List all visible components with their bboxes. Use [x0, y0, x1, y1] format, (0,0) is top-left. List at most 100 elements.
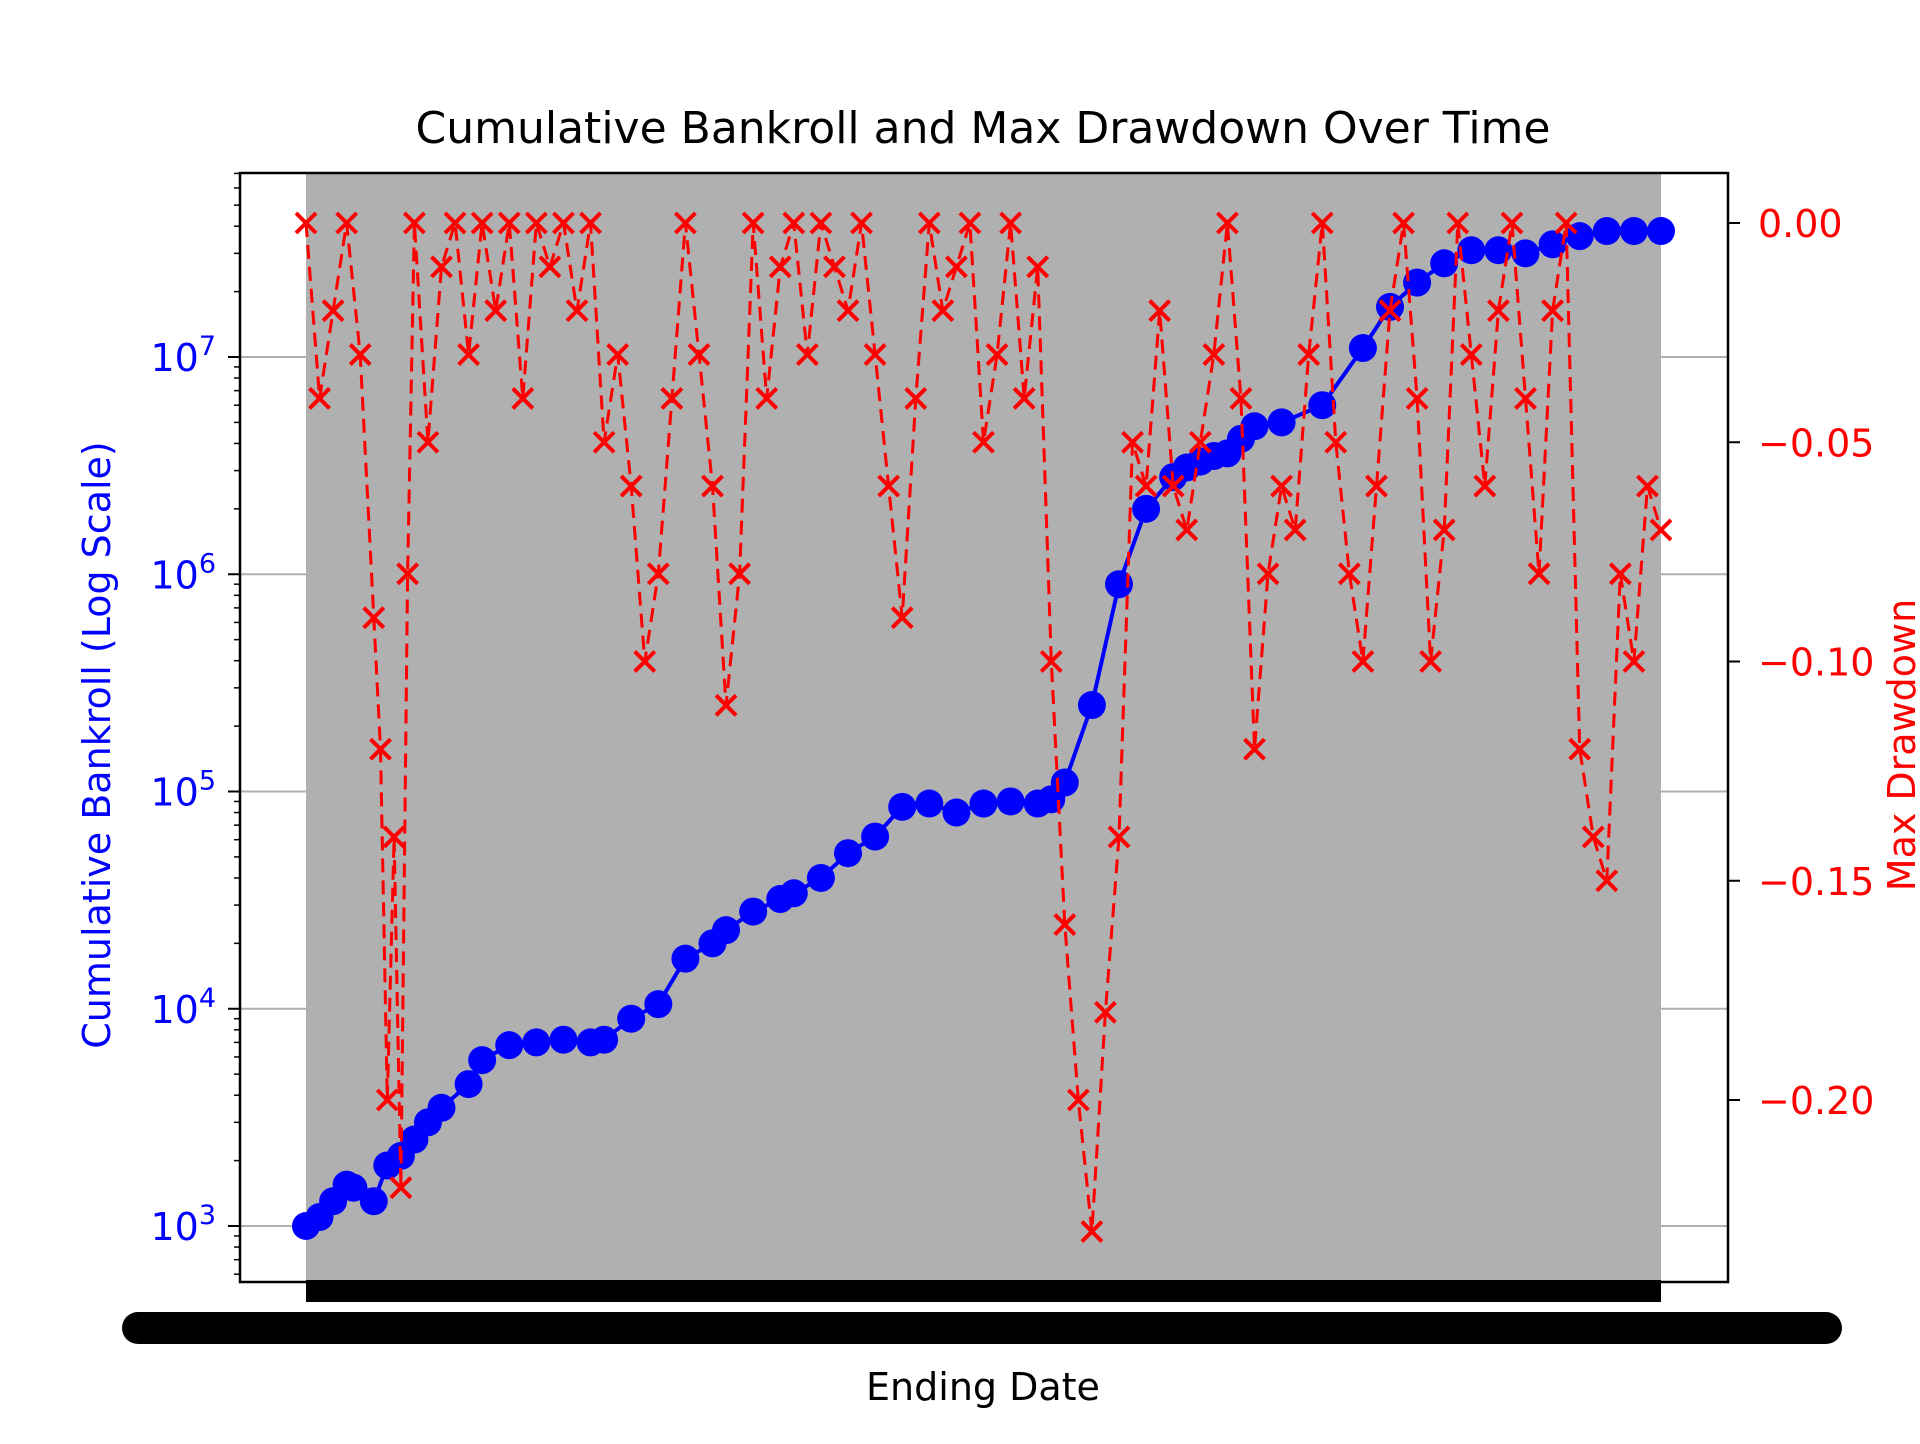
drawdown-marker-stroke [999, 211, 1023, 235]
left-y-axis-label: Cumulative Bankroll (Log Scale) [75, 441, 119, 1048]
drawdown-point [931, 299, 955, 323]
bankroll-point [427, 1093, 456, 1122]
bankroll-point [1647, 217, 1675, 246]
drawdown-point [294, 211, 318, 235]
drawdown-point [1459, 343, 1483, 366]
drawdown-point [1094, 1000, 1117, 1024]
right-y-tick-label: −0.10 [1758, 641, 1874, 685]
drawdown-point [877, 474, 901, 498]
drawdown-marker-stroke [1486, 299, 1510, 323]
drawdown-point [1337, 562, 1361, 586]
right-y-tick-label: 0.00 [1758, 202, 1843, 246]
bankroll-point [1077, 691, 1106, 720]
drawdown-marker-stroke [1270, 474, 1294, 498]
x-tick-labels-overlap [122, 1312, 1842, 1344]
drawdown-point [944, 255, 968, 279]
drawdown-point [917, 211, 941, 235]
drawdown-marker-stroke [944, 255, 968, 279]
drawdown-point [1080, 1220, 1104, 1243]
drawdown-point [687, 343, 711, 366]
drawdown-marker-stroke [1202, 343, 1226, 366]
drawdown-point [1310, 211, 1334, 235]
drawdown-marker-stroke [782, 211, 806, 235]
drawdown-point [1649, 518, 1673, 542]
right-y-axis-label: Max Drawdown [1880, 599, 1920, 891]
drawdown-point [1134, 474, 1158, 498]
drawdown-point [369, 737, 392, 761]
left-y-tick-label: 103 [150, 1200, 216, 1249]
bankroll-point [1132, 494, 1161, 523]
drawdown-marker-stroke [1608, 562, 1632, 586]
chart-title: Cumulative Bankroll and Max Drawdown Ove… [416, 103, 1551, 154]
drawdown-marker-stroke [1310, 211, 1334, 235]
drawdown-marker-stroke [362, 606, 386, 630]
drawdown-marker-stroke [375, 1088, 399, 1112]
drawdown-point [701, 474, 724, 498]
drawdown-marker-stroke [1473, 474, 1497, 498]
bankroll-point [888, 792, 917, 821]
bankroll-point [1308, 391, 1337, 420]
drawdown-point [470, 211, 494, 235]
drawdown-marker-stroke [1039, 650, 1063, 673]
drawdown-point [1175, 518, 1199, 542]
tick-exponent: 6 [199, 548, 216, 579]
drawdown-point [1121, 430, 1144, 454]
bankroll-point [454, 1070, 483, 1099]
drawdown-marker-stroke [1378, 299, 1402, 323]
drawdown-marker-stroke [701, 474, 724, 498]
drawdown-point [1161, 474, 1185, 498]
drawdown-point [538, 255, 562, 279]
drawdown-marker-stroke [877, 474, 901, 498]
drawdown-point [1243, 737, 1266, 761]
drawdown-marker-stroke [592, 430, 616, 454]
drawdown-point [1324, 430, 1348, 454]
drawdown-marker-stroke [1107, 825, 1131, 849]
drawdown-marker-stroke [294, 211, 318, 235]
drawdown-marker-stroke [416, 430, 440, 454]
drawdown-marker-stroke [646, 562, 670, 586]
left-y-tick-label: 106 [150, 548, 216, 597]
drawdown-marker-stroke [335, 211, 359, 235]
tick-base: 10 [150, 336, 198, 380]
bankroll-point [834, 839, 862, 868]
drawdown-point [999, 211, 1023, 235]
bankroll-point [617, 1004, 646, 1033]
drawdown-point [1595, 869, 1619, 893]
bankroll-point [1619, 217, 1648, 246]
drawdown-point [457, 343, 481, 366]
drawdown-point [1215, 211, 1239, 235]
drawdown-point [823, 255, 846, 279]
bankroll-point [915, 789, 944, 818]
drawdown-marker-stroke [1595, 869, 1619, 893]
drawdown-point [416, 430, 440, 454]
drawdown-point [497, 211, 521, 235]
drawdown-marker-stroke [985, 343, 1009, 366]
drawdown-point [836, 299, 860, 323]
bankroll-point [522, 1028, 551, 1057]
drawdown-marker-stroke [402, 211, 426, 235]
drawdown-marker-stroke [1432, 518, 1456, 542]
drawdown-marker-stroke [917, 211, 941, 235]
drawdown-marker-stroke [321, 299, 345, 323]
bankroll-point [1457, 236, 1486, 265]
drawdown-marker-stroke [1012, 386, 1036, 410]
left-y-tick-label: 105 [150, 766, 216, 815]
drawdown-point [633, 650, 657, 673]
drawdown-marker-stroke [1581, 825, 1605, 849]
drawdown-point [1026, 255, 1050, 279]
drawdown-point [402, 211, 426, 235]
drawdown-marker-stroke [1568, 737, 1592, 761]
drawdown-point [382, 825, 406, 849]
drawdown-point [321, 299, 345, 323]
drawdown-marker-stroke [1161, 474, 1185, 498]
drawdown-marker-stroke [1229, 386, 1253, 410]
drawdown-point [1351, 650, 1375, 673]
drawdown-point [1405, 386, 1429, 410]
drawdown-marker-stroke [382, 825, 406, 849]
drawdown-marker-stroke [470, 211, 494, 235]
drawdown-point [1365, 474, 1388, 498]
drawdown-marker-stroke [795, 343, 819, 366]
bankroll-point [1105, 570, 1133, 599]
tick-base: 10 [150, 553, 198, 597]
bankroll-point [468, 1046, 497, 1075]
